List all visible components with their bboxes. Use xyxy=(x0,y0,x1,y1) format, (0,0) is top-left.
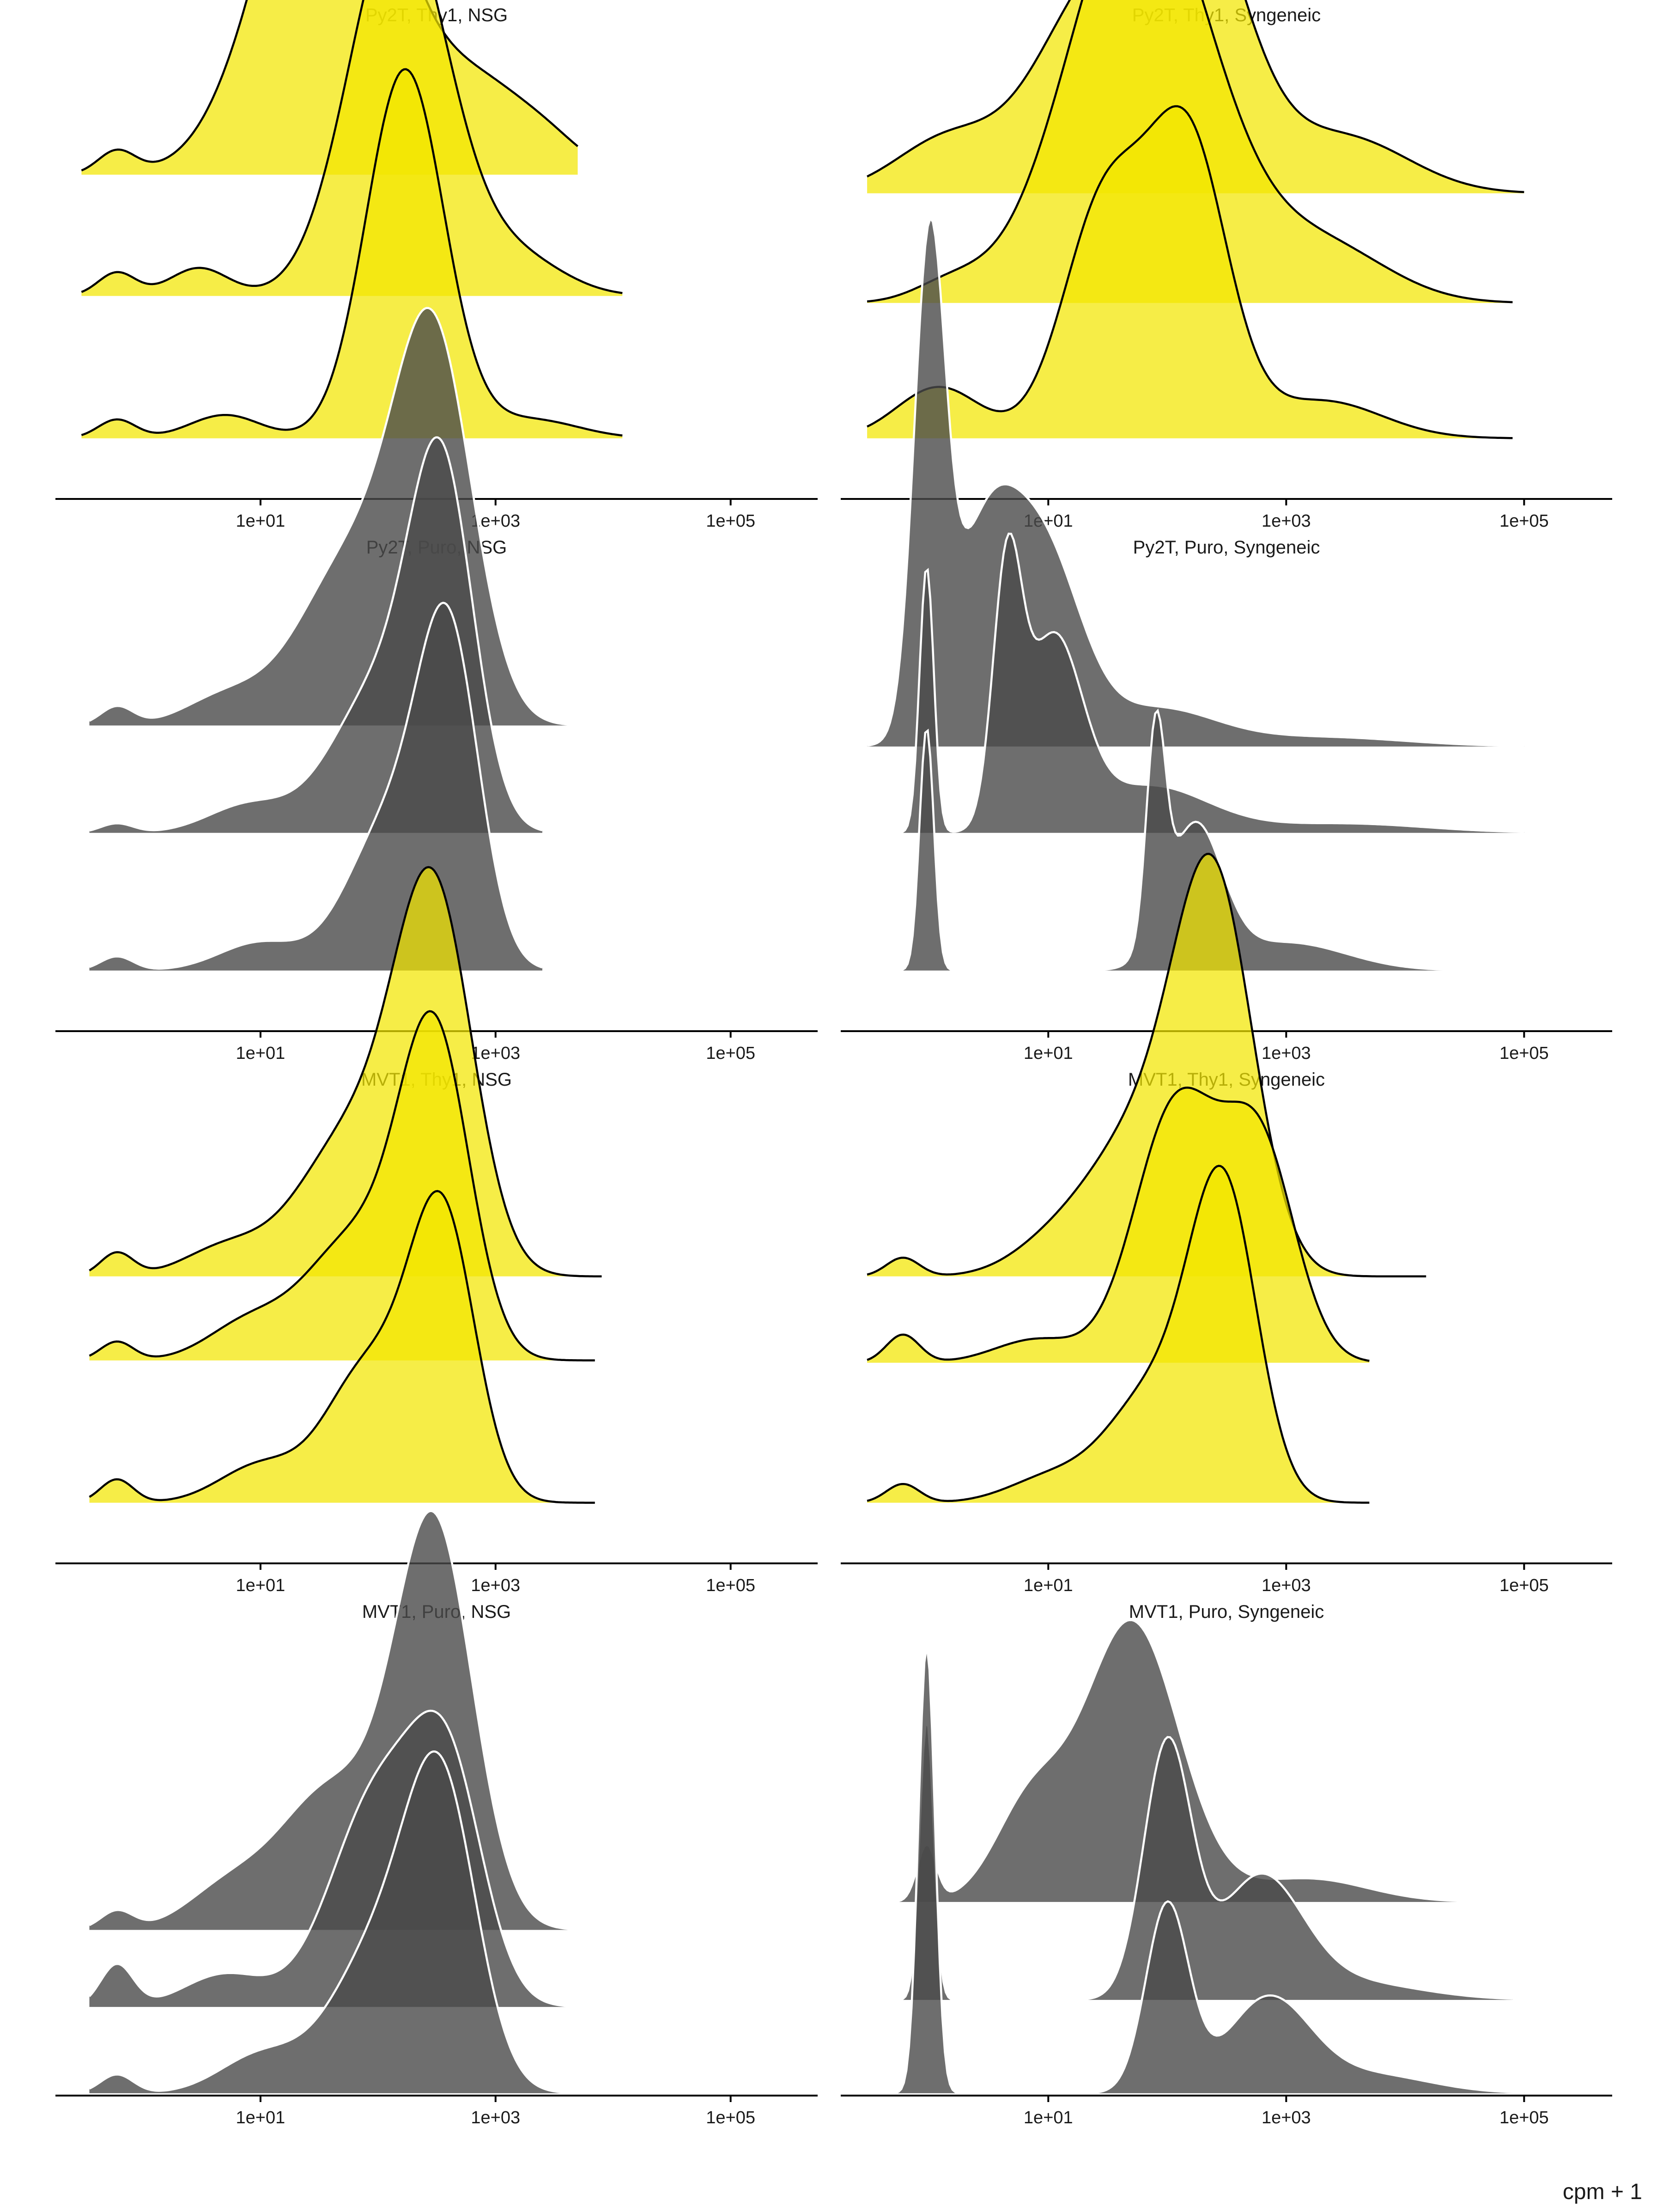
ridge-fill xyxy=(857,1620,1524,1902)
ridge-outline xyxy=(867,1165,1370,1504)
ridge-outline xyxy=(857,1645,1524,2095)
ridge-fill xyxy=(857,1645,1524,2093)
ridge-outline xyxy=(81,68,623,437)
panel: Py2T, Puro, Syngeneic 1e+01 1e+03 1e+05 xyxy=(841,216,1612,1063)
ridge-outline xyxy=(867,0,1513,304)
ridge-fill xyxy=(81,69,623,438)
panel-title: MVT1, Puro, Syngeneic xyxy=(1129,1602,1324,1622)
x-tick-label: 1e+01 xyxy=(236,1576,285,1595)
x-tick-label: 1e+03 xyxy=(471,2108,520,2127)
ridge-outline xyxy=(857,1719,1513,2001)
x-tick-label: 1e+03 xyxy=(1262,2108,1311,2127)
x-tick-label: 1e+05 xyxy=(706,1044,755,1063)
x-axis-title: cpm + 1 xyxy=(1563,2180,1642,2204)
x-tick-label: 1e+05 xyxy=(1499,2108,1549,2127)
ridge-outline xyxy=(867,105,1513,439)
ridge-outline xyxy=(867,532,1524,834)
ridge-outline xyxy=(867,852,1426,1278)
ridge-fill xyxy=(857,1722,1513,2000)
ridge-fill xyxy=(867,854,1426,1276)
ridge-fill xyxy=(867,106,1513,438)
x-tick-label: 1e+01 xyxy=(236,2108,285,2127)
ridge-fill xyxy=(867,711,1524,971)
ridge-outline xyxy=(867,708,1524,972)
ridge-fill xyxy=(89,1711,602,2007)
x-tick-label: 1e+01 xyxy=(1024,2108,1073,2127)
ridge-outline xyxy=(867,0,1524,194)
ridge-outline xyxy=(867,216,1524,747)
x-tick-label: 1e+03 xyxy=(471,1576,520,1595)
ridge-fill xyxy=(867,534,1524,833)
x-tick-label: 1e+01 xyxy=(236,511,285,531)
ridge-outline xyxy=(89,436,543,832)
x-tick-label: 1e+03 xyxy=(1262,1576,1311,1595)
ridge-fill xyxy=(867,1166,1370,1503)
ridge-fill xyxy=(89,1751,578,2093)
ridge-fill xyxy=(89,867,602,1276)
ridge-outline xyxy=(88,1709,602,2008)
ridge-outline xyxy=(89,866,602,1278)
x-tick-label: 1e+03 xyxy=(471,1044,520,1063)
ridge-outline xyxy=(857,1619,1524,1903)
panel-title: Py2T, Puro, Syngeneic xyxy=(1133,537,1320,558)
x-tick-label: 1e+01 xyxy=(1024,1576,1073,1595)
x-tick-label: 1e+05 xyxy=(706,1576,755,1595)
ridge-fill xyxy=(89,1011,595,1361)
ridge-fill xyxy=(89,1191,595,1503)
ridge-outline xyxy=(89,602,543,970)
x-tick-label: 1e+03 xyxy=(1262,1044,1311,1063)
ridge-outline xyxy=(81,0,623,294)
x-tick-label: 1e+03 xyxy=(1262,511,1311,531)
x-tick-label: 1e+05 xyxy=(706,511,755,531)
x-tick-label: 1e+01 xyxy=(1024,1044,1073,1063)
x-tick-label: 1e+05 xyxy=(1499,1576,1549,1595)
ridge-outline xyxy=(89,1510,602,1931)
ridge-outline xyxy=(89,1190,595,1504)
ridge-fill xyxy=(867,218,1524,747)
ridge-outline xyxy=(867,1087,1370,1362)
ridge-outline xyxy=(89,1750,578,2094)
x-tick-label: 1e+05 xyxy=(1499,1044,1549,1063)
ridge-outline xyxy=(89,307,602,727)
x-tick-label: 1e+05 xyxy=(706,2108,755,2127)
panel: MVT1, Puro, Syngeneic 1e+01 1e+03 1e+05 xyxy=(841,1602,1612,2127)
ridge-outline xyxy=(89,1010,595,1361)
ridge-fill xyxy=(81,0,623,296)
ridge-outline xyxy=(81,0,579,171)
x-tick-label: 1e+01 xyxy=(236,1044,285,1063)
x-tick-label: 1e+05 xyxy=(1499,511,1549,531)
